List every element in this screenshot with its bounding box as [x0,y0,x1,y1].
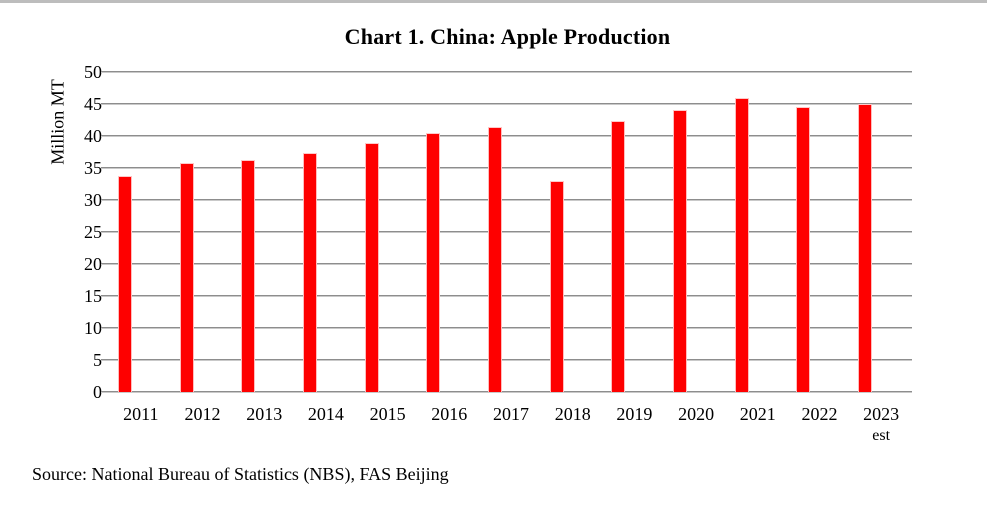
bar-2018 [549,181,564,392]
x-tick-label-2020: 2020 [678,404,715,424]
y-tick-mark-25 [101,231,110,233]
y-tick-mark-50 [101,71,110,73]
y-tick-label-50: 50 [84,62,102,82]
gridline-0 [110,391,912,393]
bar-2011 [117,176,132,392]
x-tick-label-2014: 2014 [307,404,344,424]
bar-2016 [426,133,441,392]
top-divider [0,0,987,3]
plot-area [101,71,912,393]
x-tick-label-2013: 2013 [246,404,283,424]
y-tick-mark-15 [101,295,110,297]
bar-2017 [488,127,502,392]
bar-2020 [673,110,688,392]
bar-2013 [241,160,256,392]
y-axis-title: Million MT [47,79,68,165]
gridline-15 [110,295,912,297]
y-tick-label-35: 35 [84,158,102,178]
bar-2015 [364,143,379,392]
y-tick-mark-30 [101,199,110,201]
x-tick-label-2017: 2017 [493,404,529,424]
y-tick-label-40: 40 [84,126,102,146]
gridline-25 [110,231,912,233]
x-tick-label-2016: 2016 [431,404,468,424]
bar-2021 [734,98,749,392]
gridline-30 [110,199,912,201]
x-tick-label-2011: 2011 [123,404,159,424]
y-tick-label-5: 5 [93,350,102,370]
y-tick-label-45: 45 [84,94,102,114]
y-tick-mark-35 [101,167,110,169]
gridline-5 [110,359,912,361]
y-tick-label-25: 25 [84,222,102,242]
x-tick-label-2015: 2015 [369,404,406,424]
y-tick-label-10: 10 [84,318,102,338]
bar-2023 [858,104,873,392]
chart-title: Chart 1. China: Apple Production [344,24,671,49]
x-tick-label-2022: 2022 [801,404,838,424]
y-tick-label-20: 20 [84,254,102,274]
gridline-35 [110,167,912,169]
y-tick-mark-20 [101,263,110,265]
x-tick-suffix-label: est [872,427,891,444]
x-tick-label-2023: 2023 [863,404,900,424]
y-tick-mark-40 [101,135,110,137]
bar-2014 [302,153,317,392]
y-tick-label-15: 15 [84,286,102,306]
x-tick-label-2019: 2019 [616,404,653,424]
x-tick-label-2021: 2021 [739,404,776,424]
x-tick-label-2012: 2012 [184,404,221,424]
gridline-50 [110,71,912,73]
gridline-10 [110,327,912,329]
y-tick-mark-10 [101,327,110,329]
bar-2012 [179,163,194,392]
gridline-45 [110,103,912,105]
gridline-20 [110,263,912,265]
gridline-40 [110,135,912,137]
y-tick-label-0: 0 [93,382,102,402]
y-tick-mark-45 [101,103,110,105]
bar-2022 [796,107,811,392]
y-tick-mark-5 [101,359,110,361]
x-tick-label-2018: 2018 [554,404,591,424]
y-tick-mark-0 [101,391,110,393]
y-tick-label-30: 30 [84,190,102,210]
bar-2019 [611,121,626,392]
source-note: Source: National Bureau of Statistics (N… [32,464,449,484]
